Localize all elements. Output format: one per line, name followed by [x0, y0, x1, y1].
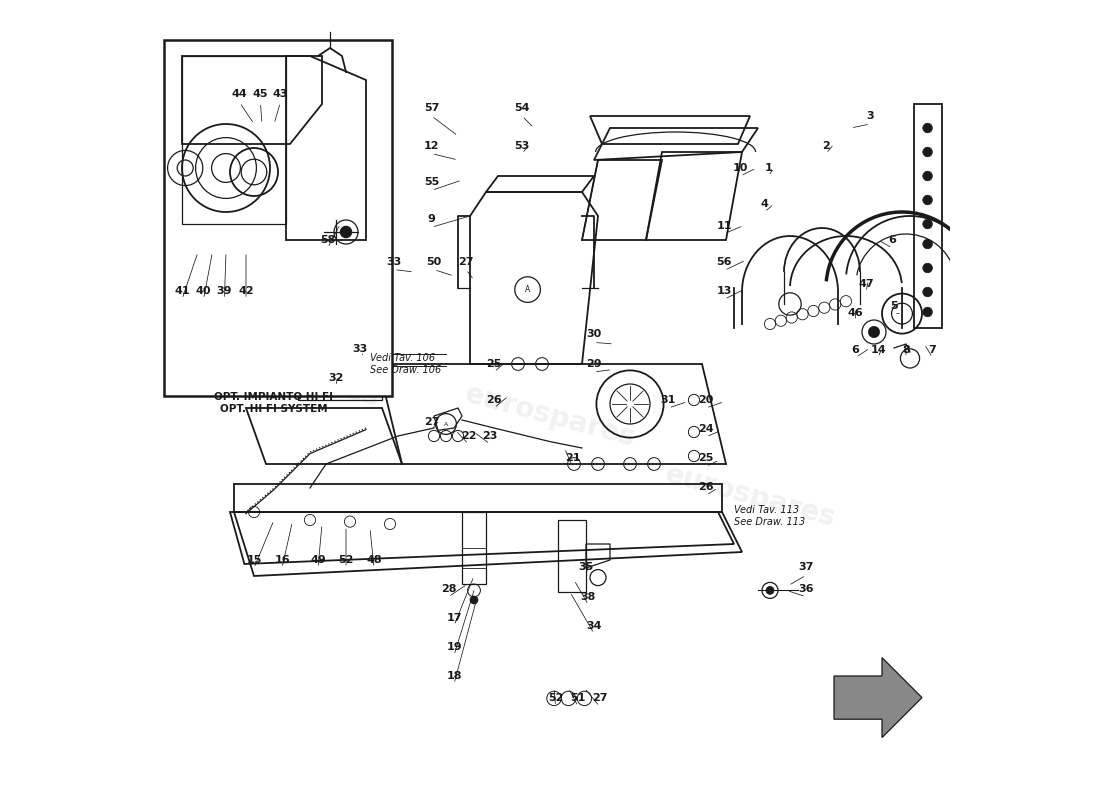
Polygon shape [834, 658, 922, 738]
Text: 50: 50 [427, 257, 441, 266]
Text: 52: 52 [339, 555, 354, 565]
Text: 16: 16 [274, 555, 289, 565]
Text: 53: 53 [515, 141, 529, 150]
Circle shape [340, 226, 352, 238]
Circle shape [766, 586, 774, 594]
Text: 57: 57 [424, 103, 439, 113]
Text: 30: 30 [586, 330, 602, 339]
Text: 33: 33 [386, 257, 402, 266]
Text: 34: 34 [586, 621, 602, 630]
Circle shape [868, 326, 880, 338]
Circle shape [923, 263, 933, 273]
Circle shape [923, 307, 933, 317]
Text: 23: 23 [482, 431, 497, 441]
Text: 22: 22 [461, 431, 476, 441]
Text: 27: 27 [424, 417, 439, 426]
Circle shape [470, 596, 478, 604]
Text: 54: 54 [515, 103, 530, 113]
Text: Vedi Tav. 106
See Draw. 106: Vedi Tav. 106 See Draw. 106 [370, 353, 441, 374]
Text: 29: 29 [586, 359, 602, 369]
Text: 19: 19 [447, 642, 462, 652]
Text: 3: 3 [866, 111, 873, 121]
Text: Vedi Tav. 113
See Draw. 113: Vedi Tav. 113 See Draw. 113 [734, 506, 805, 527]
Text: 58: 58 [320, 235, 336, 245]
FancyBboxPatch shape [164, 40, 393, 396]
Text: 6: 6 [889, 235, 896, 245]
Text: 10: 10 [733, 163, 748, 173]
Text: 14: 14 [870, 345, 886, 354]
Text: 26: 26 [698, 482, 714, 492]
Text: 35: 35 [579, 562, 594, 572]
Text: 25: 25 [698, 454, 714, 463]
Text: 4: 4 [760, 199, 768, 209]
Text: 51: 51 [570, 694, 585, 703]
Circle shape [923, 123, 933, 133]
Text: 45: 45 [253, 90, 268, 99]
Text: 41: 41 [174, 286, 190, 296]
Circle shape [923, 287, 933, 297]
Text: 42: 42 [239, 286, 254, 296]
Text: 36: 36 [799, 584, 814, 594]
Text: eurospares: eurospares [661, 460, 838, 532]
Text: 5: 5 [890, 301, 898, 310]
Circle shape [923, 239, 933, 249]
Circle shape [923, 219, 933, 229]
Text: 44: 44 [232, 90, 248, 99]
Text: 39: 39 [217, 286, 232, 296]
Text: 33: 33 [353, 344, 369, 354]
Text: 27: 27 [459, 257, 474, 266]
Text: 48: 48 [366, 555, 382, 565]
Text: 28: 28 [441, 584, 456, 594]
Text: 21: 21 [564, 454, 580, 463]
Text: 12: 12 [424, 141, 439, 150]
Text: 43: 43 [273, 90, 288, 99]
Text: OPT. IMPIANTO HI FI
OPT. HI FI SYSTEM: OPT. IMPIANTO HI FI OPT. HI FI SYSTEM [214, 392, 333, 414]
Text: eurospares: eurospares [206, 340, 383, 412]
Text: 25: 25 [486, 359, 502, 369]
Circle shape [923, 195, 933, 205]
Text: 27: 27 [592, 694, 607, 703]
Circle shape [923, 171, 933, 181]
Text: 7: 7 [928, 345, 936, 354]
Text: 32: 32 [328, 374, 343, 383]
Text: 55: 55 [424, 178, 439, 187]
Text: 56: 56 [717, 258, 733, 267]
Text: A: A [525, 285, 530, 294]
Text: 49: 49 [310, 555, 326, 565]
Text: 20: 20 [698, 395, 714, 405]
Text: 11: 11 [717, 221, 733, 230]
Text: 38: 38 [581, 592, 596, 602]
Text: 26: 26 [486, 395, 502, 405]
Circle shape [923, 147, 933, 157]
Text: 52: 52 [548, 694, 563, 703]
Text: 31: 31 [661, 395, 676, 405]
Text: 9: 9 [428, 214, 436, 224]
Text: 6: 6 [851, 345, 859, 354]
Text: 40: 40 [196, 286, 211, 296]
Text: 13: 13 [717, 286, 733, 296]
Text: 8: 8 [902, 345, 910, 354]
Text: A: A [444, 422, 448, 426]
Text: 24: 24 [698, 424, 714, 434]
Text: 18: 18 [447, 671, 462, 681]
Text: 37: 37 [799, 562, 814, 572]
Text: 2: 2 [822, 141, 829, 150]
Text: 17: 17 [447, 614, 462, 623]
Text: eurospares: eurospares [462, 380, 638, 452]
Text: 47: 47 [858, 279, 873, 289]
Text: 1: 1 [764, 163, 772, 173]
Text: 46: 46 [848, 308, 864, 318]
Text: 15: 15 [246, 555, 262, 565]
